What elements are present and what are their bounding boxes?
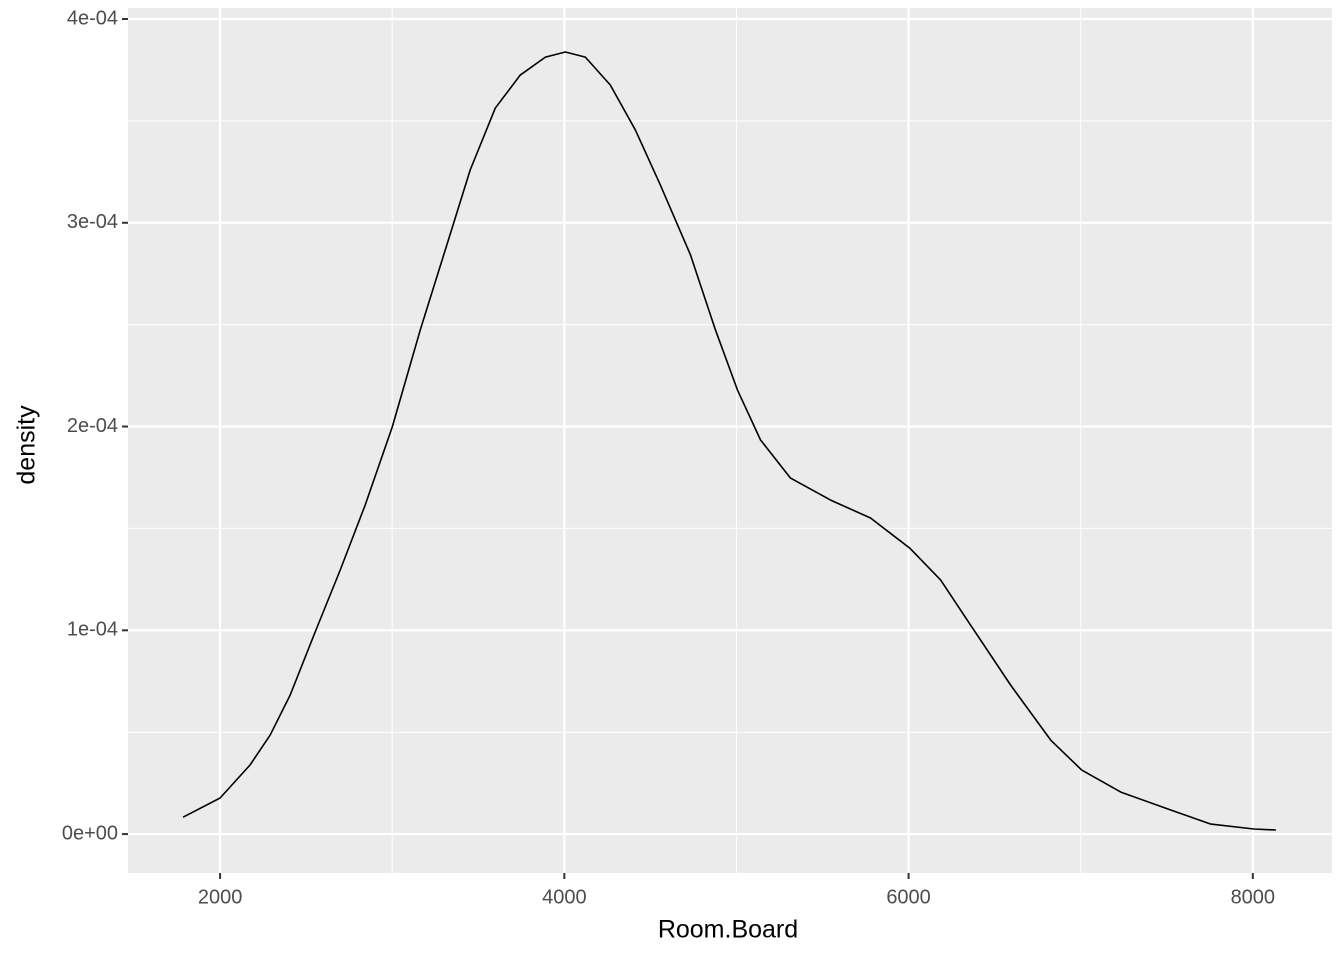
panel xyxy=(128,8,1332,873)
x-tick-label: 6000 xyxy=(886,886,931,908)
x-tick-label: 2000 xyxy=(198,886,243,908)
y-tick-label: 4e-04 xyxy=(67,7,118,29)
x-tick-label: 8000 xyxy=(1231,886,1276,908)
grid xyxy=(128,8,1332,873)
y-tick-label: 0e+00 xyxy=(62,822,118,844)
y-tick-label: 1e-04 xyxy=(67,619,118,641)
x-axis-title: Room.Board xyxy=(658,916,798,944)
x-tick-label: 4000 xyxy=(542,886,587,908)
y-tick-label: 2e-04 xyxy=(67,415,118,437)
density-line xyxy=(182,51,1276,831)
y-tick-label: 3e-04 xyxy=(67,211,118,233)
y-axis-title: density xyxy=(13,405,41,485)
